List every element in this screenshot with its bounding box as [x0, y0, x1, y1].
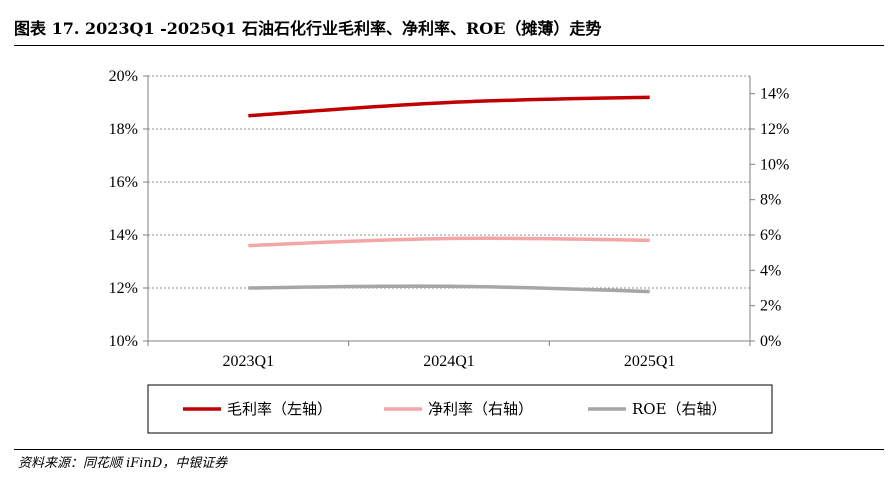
- right-tick-label: 6%: [760, 227, 781, 244]
- series-lines: [248, 95, 650, 294]
- x-tick-label: 2024Q1: [423, 353, 475, 370]
- grid-lines: [148, 75, 750, 289]
- axes: [147, 76, 751, 342]
- right-tick-label: 8%: [760, 192, 781, 209]
- right-tick-label: 2%: [760, 298, 781, 315]
- right-tick-label: 14%: [760, 86, 789, 103]
- legend-box: [147, 384, 773, 434]
- right-tick-label: 4%: [760, 262, 781, 279]
- chart-title: 图表 17. 2023Q1 -2025Q1 石油石化行业毛利率、净利率、ROE（…: [14, 19, 602, 38]
- left-axis-ticks: 10% 12% 14% 16% 18% 20%: [109, 68, 148, 350]
- series-line-1: [248, 236, 650, 248]
- left-tick-label: 14%: [109, 227, 138, 244]
- legend-label: ROE（右轴）: [632, 400, 727, 418]
- x-axis-ticks: 2023Q1 2024Q1 2025Q1: [147, 341, 751, 370]
- series-line-0: [248, 95, 650, 118]
- left-tick-label: 20%: [109, 68, 138, 85]
- x-tick-label: 2023Q1: [223, 353, 275, 370]
- left-tick-label: 10%: [109, 333, 138, 350]
- title-divider: [14, 45, 884, 46]
- source-divider: [14, 449, 884, 450]
- left-tick-label: 16%: [109, 174, 138, 191]
- legend: 毛利率（左轴） 净利率（右轴） ROE（右轴）: [147, 384, 773, 434]
- series-line-2: [248, 284, 650, 294]
- x-tick-label: 2025Q1: [624, 353, 676, 370]
- right-axis-ticks: 0% 2% 4% 6% 8% 10% 12% 14%: [750, 86, 789, 350]
- right-tick-label: 12%: [760, 121, 789, 138]
- left-tick-label: 12%: [109, 280, 138, 297]
- legend-label: 毛利率（左轴）: [227, 400, 332, 418]
- right-tick-label: 0%: [760, 333, 781, 350]
- line-chart: 10% 12% 14% 16% 18% 20% 0% 2% 4% 6% 8% 10% 12% 14% 2…: [109, 68, 789, 434]
- right-tick-label: 10%: [760, 156, 789, 173]
- left-tick-label: 18%: [109, 121, 138, 138]
- source-note: 资料来源：同花顺 iFinD，中银证券: [18, 456, 228, 471]
- legend-label: 净利率（右轴）: [428, 400, 533, 418]
